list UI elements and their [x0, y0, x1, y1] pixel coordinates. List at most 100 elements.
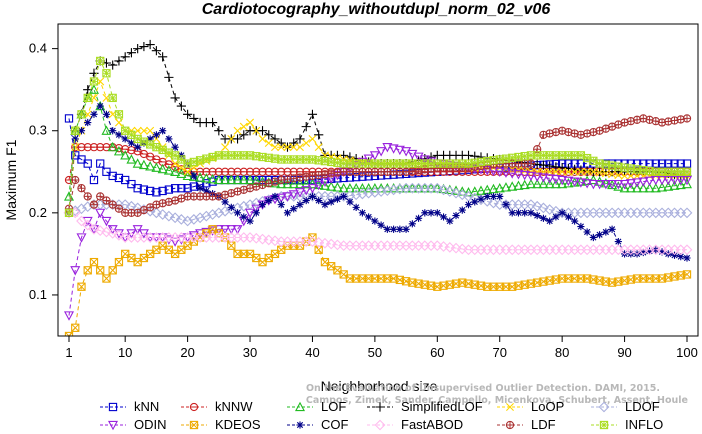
- data-point: [408, 220, 416, 228]
- data-point: [76, 215, 87, 227]
- data-point: [532, 178, 543, 189]
- legend-marker: [189, 420, 199, 430]
- data-point: [188, 171, 199, 181]
- legend-marker: [296, 421, 304, 429]
- data-point: [233, 126, 242, 135]
- data-point: [488, 197, 499, 209]
- data-point: [295, 134, 305, 144]
- data-point: [139, 185, 149, 194]
- data-point: [475, 194, 487, 206]
- data-point: [257, 126, 268, 136]
- data-point: [495, 282, 504, 291]
- data-point: [607, 179, 618, 190]
- legend-label: LDOF: [625, 399, 660, 414]
- data-point: [670, 251, 679, 259]
- plot-frame: [57, 23, 699, 337]
- data-point: [82, 219, 94, 231]
- y-tick-label: 0.2: [29, 205, 47, 220]
- data-point: [113, 145, 124, 156]
- data-point: [146, 126, 155, 135]
- data-point: [458, 278, 467, 287]
- data-point: [307, 184, 318, 194]
- data-point: [189, 113, 199, 124]
- data-point: [427, 209, 435, 217]
- data-point: [152, 188, 161, 197]
- data-point: [576, 274, 586, 283]
- data-point: [319, 180, 330, 190]
- data-point: [126, 154, 137, 164]
- data-point: [444, 186, 456, 197]
- data-point: [645, 274, 654, 283]
- data-point: [596, 231, 604, 239]
- y-tick-label: 0.1: [29, 287, 47, 302]
- plot-area: [63, 39, 693, 336]
- data-point: [469, 186, 480, 196]
- data-point: [138, 159, 149, 170]
- data-point: [369, 182, 380, 193]
- data-point: [564, 274, 573, 283]
- data-point: [313, 237, 325, 248]
- data-point: [407, 149, 418, 160]
- data-point: [396, 225, 404, 233]
- data-point: [608, 225, 616, 233]
- data-point: [183, 184, 192, 193]
- data-point: [321, 201, 329, 209]
- data-point: [196, 184, 204, 192]
- data-point: [107, 141, 118, 152]
- data-point: [669, 175, 680, 186]
- data-point: [632, 274, 642, 283]
- data-point: [613, 181, 624, 191]
- data-point: [651, 159, 660, 168]
- data-point: [151, 46, 161, 56]
- data-point: [614, 277, 623, 286]
- data-point: [376, 274, 386, 283]
- data-point: [294, 178, 305, 189]
- data-point: [532, 172, 543, 182]
- data-point: [101, 226, 112, 238]
- data-point: [401, 147, 412, 157]
- data-point: [289, 138, 299, 148]
- data-point: [464, 201, 473, 209]
- data-point: [227, 134, 236, 143]
- data-point: [176, 168, 187, 178]
- data-point: [220, 225, 231, 235]
- legend-label: ODIN: [134, 417, 167, 432]
- data-point: [570, 274, 579, 283]
- x-tick-label: 60: [430, 345, 444, 360]
- data-point: [539, 214, 548, 222]
- data-point: [114, 56, 124, 66]
- data-point: [89, 68, 99, 78]
- data-point: [344, 182, 355, 193]
- data-point: [376, 182, 387, 193]
- data-point: [264, 130, 274, 140]
- data-point: [570, 167, 579, 176]
- data-point: [96, 159, 105, 168]
- data-point: [265, 196, 273, 205]
- data-point: [301, 178, 312, 189]
- data-point: [619, 182, 630, 193]
- data-point: [219, 205, 231, 217]
- data-point: [251, 204, 262, 215]
- data-point: [282, 178, 293, 189]
- data-point: [269, 235, 281, 247]
- legend-label: INFLO: [625, 417, 663, 432]
- data-point: [508, 282, 517, 291]
- data-point: [519, 170, 530, 181]
- data-point: [500, 182, 511, 192]
- legend-item-ldof: LDOF: [591, 399, 660, 414]
- legend-item-inflo: INFLO: [591, 417, 663, 432]
- data-point: [626, 171, 635, 180]
- data-point: [183, 167, 192, 176]
- data-point: [271, 192, 279, 201]
- data-point: [600, 178, 611, 188]
- data-point: [463, 150, 474, 160]
- data-point: [439, 213, 448, 221]
- data-point: [182, 170, 193, 181]
- data-point: [195, 172, 206, 182]
- data-point: [170, 184, 180, 193]
- data-point: [109, 127, 117, 135]
- data-point: [632, 182, 643, 193]
- legend-item-fastabod: FastABOD: [367, 417, 463, 432]
- data-point: [290, 205, 298, 213]
- data-point: [544, 174, 555, 184]
